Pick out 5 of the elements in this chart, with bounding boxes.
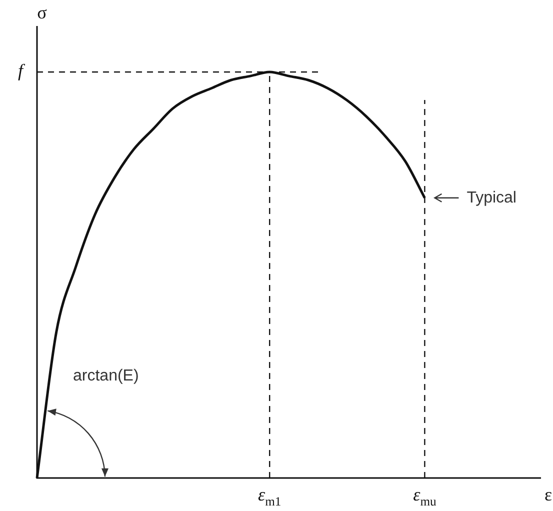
y-axis-title: σ xyxy=(37,2,48,23)
ref-line-label: f xyxy=(18,60,26,81)
x-axis-title: ε xyxy=(544,484,552,505)
annotation: Typical xyxy=(466,189,516,206)
annotation: arctan(E) xyxy=(73,367,139,384)
